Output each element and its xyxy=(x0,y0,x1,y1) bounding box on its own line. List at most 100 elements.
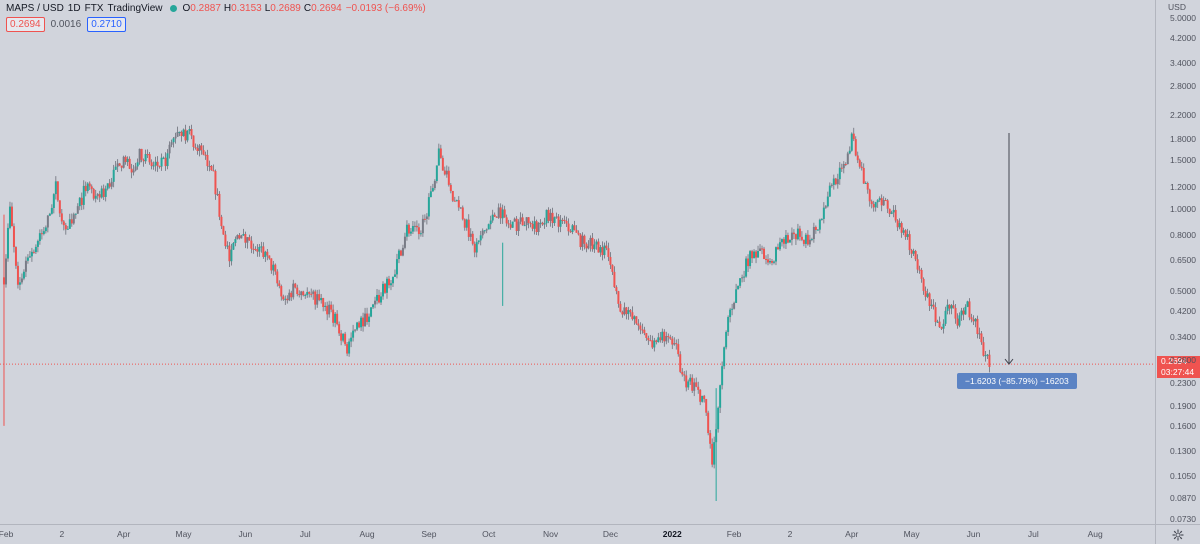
candle-body xyxy=(94,195,97,199)
candle-body xyxy=(441,157,444,171)
candle-body xyxy=(553,217,556,224)
candle-body xyxy=(924,290,927,297)
candle-body xyxy=(723,347,726,367)
candle-body xyxy=(940,327,943,329)
price-chart[interactable] xyxy=(0,0,1155,524)
candle-body xyxy=(100,188,103,198)
candle-body xyxy=(188,129,191,131)
candle-body xyxy=(64,225,67,230)
candle-body xyxy=(976,318,979,334)
candle-body xyxy=(312,291,315,294)
candle-body xyxy=(667,336,670,338)
candle-body xyxy=(84,185,87,192)
time-axis[interactable]: Feb 2 Apr May Jun Jul Aug Sep Oct Nov Dec 2022 Feb 2 A… xyxy=(0,524,1155,544)
candle-body xyxy=(378,294,381,303)
candle-body xyxy=(665,336,668,342)
candle-body xyxy=(669,337,672,339)
candle-body xyxy=(126,158,129,163)
candle-body xyxy=(491,214,494,221)
candle-body xyxy=(870,201,873,205)
candle-body xyxy=(563,219,566,221)
bid-price-badge[interactable]: 0.2694 xyxy=(6,17,45,32)
candle-body xyxy=(507,223,510,225)
candle-body xyxy=(290,292,293,298)
candle-body xyxy=(276,271,279,284)
candle-body xyxy=(515,218,518,231)
candle-body xyxy=(731,308,734,310)
candle-body xyxy=(140,148,143,160)
candle-body xyxy=(407,224,410,234)
candle-body xyxy=(635,316,638,324)
candle-body xyxy=(749,251,752,267)
candle-body xyxy=(972,319,975,322)
legend-interval[interactable]: 1D xyxy=(67,2,81,14)
candle-body xyxy=(832,178,835,185)
price-axis[interactable]: USD 0.2694 03:27:44 5.0000 4.2000 3.4000 2.… xyxy=(1155,0,1200,524)
candle-body xyxy=(611,264,614,272)
candle-body xyxy=(479,235,482,241)
candle-body xyxy=(539,222,542,224)
candle-body xyxy=(711,443,714,465)
chart-settings-button[interactable] xyxy=(1155,524,1200,544)
chart-plot-area[interactable] xyxy=(0,0,1155,524)
candle-body xyxy=(637,323,640,326)
candle-body xyxy=(844,163,847,165)
candle-body xyxy=(58,200,61,214)
price-tick-label: 0.0730 xyxy=(1170,514,1196,525)
candle-body xyxy=(549,212,552,221)
candle-body xyxy=(78,197,81,207)
candle-body xyxy=(547,209,550,221)
price-tick-label: 0.0870 xyxy=(1170,493,1196,504)
candle-body xyxy=(960,310,963,316)
candle-body xyxy=(326,305,329,315)
candle-body xyxy=(98,194,101,198)
candle-body xyxy=(443,170,446,175)
candle-body xyxy=(152,165,155,167)
candle-body xyxy=(320,298,323,301)
time-tick-label: Nov xyxy=(543,529,559,539)
candle-body xyxy=(641,329,644,331)
candle-body xyxy=(146,154,149,156)
candle-body xyxy=(493,214,496,217)
candle-body xyxy=(370,307,373,317)
candle-body xyxy=(122,156,125,168)
last-price-value: 0.2694 xyxy=(1161,356,1187,367)
candle-body xyxy=(659,337,662,341)
candle-body xyxy=(575,229,578,233)
candle-body xyxy=(356,322,359,330)
ask-price-badge[interactable]: 0.2710 xyxy=(87,17,126,32)
candle-body xyxy=(228,245,231,262)
candle-body xyxy=(713,442,716,465)
legend-symbol[interactable]: MAPS / USD xyxy=(6,2,64,14)
candle-body xyxy=(555,216,558,218)
candle-body xyxy=(647,337,650,341)
candle-body xyxy=(220,216,223,227)
candle-body xyxy=(910,250,913,254)
candle-body xyxy=(389,283,392,286)
candle-body xyxy=(184,129,187,141)
candle-body xyxy=(583,235,586,244)
candle-body xyxy=(874,202,877,208)
candle-body xyxy=(38,233,41,242)
candle-body xyxy=(284,298,287,300)
price-tick-label: 0.5000 xyxy=(1170,285,1196,296)
candle-body xyxy=(222,226,225,235)
candle-body xyxy=(473,243,476,253)
candle-body xyxy=(234,239,237,244)
candle-body xyxy=(513,218,516,222)
candle-body xyxy=(792,232,795,235)
candle-body xyxy=(212,170,215,172)
candle-body xyxy=(110,181,113,187)
legend-exchange[interactable]: FTX xyxy=(84,2,104,14)
candle-body xyxy=(102,188,105,197)
candle-body xyxy=(810,239,813,241)
time-tick-label: May xyxy=(175,529,192,539)
candle-body xyxy=(958,315,961,326)
candle-body xyxy=(266,251,269,256)
candle-body xyxy=(816,229,819,231)
candle-body xyxy=(790,232,793,240)
price-tick-label: 5.0000 xyxy=(1170,12,1196,23)
price-tick-label: 0.1900 xyxy=(1170,400,1196,411)
spread-value: 0.0016 xyxy=(50,19,82,30)
